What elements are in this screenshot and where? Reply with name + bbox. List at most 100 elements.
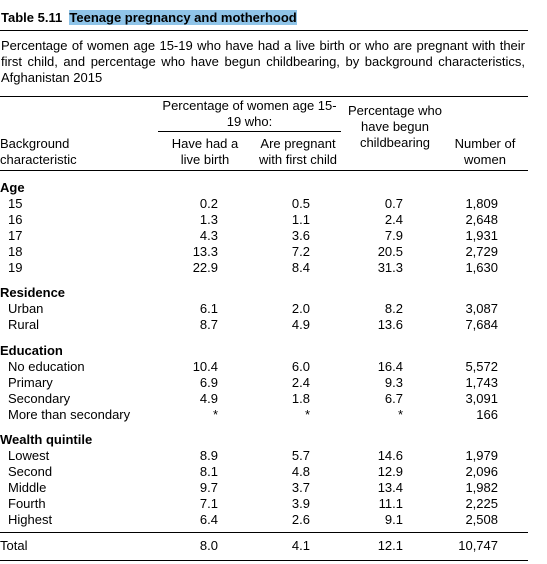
row-label: 18 xyxy=(8,244,23,259)
table-row: Lowest 8.9 5.7 14.6 1,979 xyxy=(0,448,528,464)
table-cell: 2.4 xyxy=(291,375,310,390)
total-row: Total 8.0 4.1 12.1 10,747 xyxy=(0,538,528,554)
total-cell: 12.1 xyxy=(377,538,403,553)
row-label: Second xyxy=(8,464,53,479)
header-col4: Number of women xyxy=(454,136,516,167)
table-cell: 0.5 xyxy=(291,196,310,211)
header-top-rule xyxy=(0,96,528,97)
table-cell: 9.7 xyxy=(199,480,218,495)
row-label: Fourth xyxy=(8,496,46,511)
table-cell: 1,979 xyxy=(465,448,498,463)
table-cell: 7,684 xyxy=(465,317,498,332)
header-background: Background characteristic xyxy=(0,136,77,167)
table-cell: 5,572 xyxy=(465,359,498,374)
row-label: More than secondary xyxy=(8,407,131,422)
row-label: Lowest xyxy=(8,448,50,463)
table-cell: 7.1 xyxy=(199,496,218,511)
table-cell: 2,508 xyxy=(465,512,498,527)
table-cell: 7.2 xyxy=(291,244,310,259)
table-cell: 13.3 xyxy=(192,244,218,259)
table-cell: 20.5 xyxy=(377,244,403,259)
total-cell: 8.0 xyxy=(199,538,218,553)
total-rule xyxy=(0,532,528,533)
table-cell: 3.7 xyxy=(291,480,310,495)
table-cell: 6.9 xyxy=(199,375,218,390)
section-title: Residence xyxy=(0,285,66,300)
table-cell: * xyxy=(397,407,403,422)
table-row: 16 1.3 1.1 2.4 2,648 xyxy=(0,212,528,228)
row-label: Highest xyxy=(8,512,53,527)
table-row: Urban 6.1 2.0 8.2 3,087 xyxy=(0,301,528,317)
total-label: Total xyxy=(0,538,28,553)
table-cell: 1,931 xyxy=(465,228,498,243)
table-row: 17 4.3 3.6 7.9 1,931 xyxy=(0,228,528,244)
table-cell: 2,225 xyxy=(465,496,498,511)
section-title: Education xyxy=(0,343,63,358)
table-cell: 11.1 xyxy=(378,496,403,511)
row-label: 17 xyxy=(8,228,23,243)
row-label: 15 xyxy=(8,196,23,211)
table-cell: 7.9 xyxy=(384,228,403,243)
table-row: 15 0.2 0.5 0.7 1,809 xyxy=(0,196,528,212)
table-cell: 22.9 xyxy=(192,260,218,275)
total-cell: 4.1 xyxy=(291,538,310,553)
table-cell: 13.4 xyxy=(377,480,403,495)
table-cell: 31.3 xyxy=(377,260,403,275)
table-cell: 12.9 xyxy=(377,464,403,479)
row-label: Primary xyxy=(8,375,53,390)
table-description: Percentage of women age 15-19 who have h… xyxy=(1,38,525,85)
table-cell: * xyxy=(212,407,218,422)
header-group-label: Percentage of women age 15-19 who: xyxy=(162,98,337,129)
table-cell: 3.9 xyxy=(291,496,310,511)
table-cell: 1.1 xyxy=(291,212,310,227)
total-cell: 10,747 xyxy=(458,538,498,553)
table-cell: 8.7 xyxy=(199,317,218,332)
table-row: Primary 6.9 2.4 9.3 1,743 xyxy=(0,375,528,391)
table-cell: 8.2 xyxy=(384,301,403,316)
table-row: No education 10.4 6.0 16.4 5,572 xyxy=(0,359,528,375)
table-cell: 9.1 xyxy=(384,512,403,527)
table-cell: 1,743 xyxy=(465,375,498,390)
table-cell: 1,809 xyxy=(465,196,498,211)
table-cell: 2.6 xyxy=(291,512,310,527)
table-row: Secondary 4.9 1.8 6.7 3,091 xyxy=(0,391,528,407)
table-cell: 0.7 xyxy=(384,196,403,211)
table-cell: 4.3 xyxy=(199,228,218,243)
table-cell: 5.7 xyxy=(291,448,310,463)
table-cell: 16.4 xyxy=(377,359,403,374)
table-row: Middle 9.7 3.7 13.4 1,982 xyxy=(0,480,528,496)
table-cell: 1,982 xyxy=(465,480,498,495)
header-group-rule xyxy=(158,131,341,132)
bottom-rule xyxy=(0,560,528,561)
table-cell: 8.9 xyxy=(199,448,218,463)
row-label: No education xyxy=(8,359,85,374)
table-number: Table 5.11 xyxy=(1,10,63,25)
table-cell: 4.9 xyxy=(199,391,218,406)
row-label: Rural xyxy=(8,317,40,332)
table-cell: 166 xyxy=(476,407,498,422)
table-cell: 0.2 xyxy=(199,196,218,211)
section-title: Wealth quintile xyxy=(0,432,93,447)
table-cell: 3,087 xyxy=(465,301,498,316)
table-cell: 6.0 xyxy=(291,359,310,374)
table-cell: 1,630 xyxy=(465,260,498,275)
table-cell: 14.6 xyxy=(377,448,403,463)
table-cell: 10.4 xyxy=(192,359,218,374)
table-cell: 1.8 xyxy=(291,391,310,406)
top-rule xyxy=(0,30,528,31)
table-row: Highest 6.4 2.6 9.1 2,508 xyxy=(0,512,528,528)
row-label: Urban xyxy=(8,301,44,316)
table-cell: 1.3 xyxy=(199,212,218,227)
table-cell: 2,096 xyxy=(465,464,498,479)
table-cell: 2,729 xyxy=(465,244,498,259)
row-label: 19 xyxy=(8,260,23,275)
header-col2: Are pregnant with first child xyxy=(258,136,338,167)
table-cell: 2.0 xyxy=(291,301,310,316)
table-row: Rural 8.7 4.9 13.6 7,684 xyxy=(0,317,528,333)
table-cell: * xyxy=(304,407,310,422)
table-row: 18 13.3 7.2 20.5 2,729 xyxy=(0,244,528,260)
header-bottom-rule xyxy=(0,170,528,171)
table-row: 19 22.9 8.4 31.3 1,630 xyxy=(0,260,528,276)
table-cell: 9.3 xyxy=(384,375,403,390)
table-cell: 13.6 xyxy=(377,317,403,332)
